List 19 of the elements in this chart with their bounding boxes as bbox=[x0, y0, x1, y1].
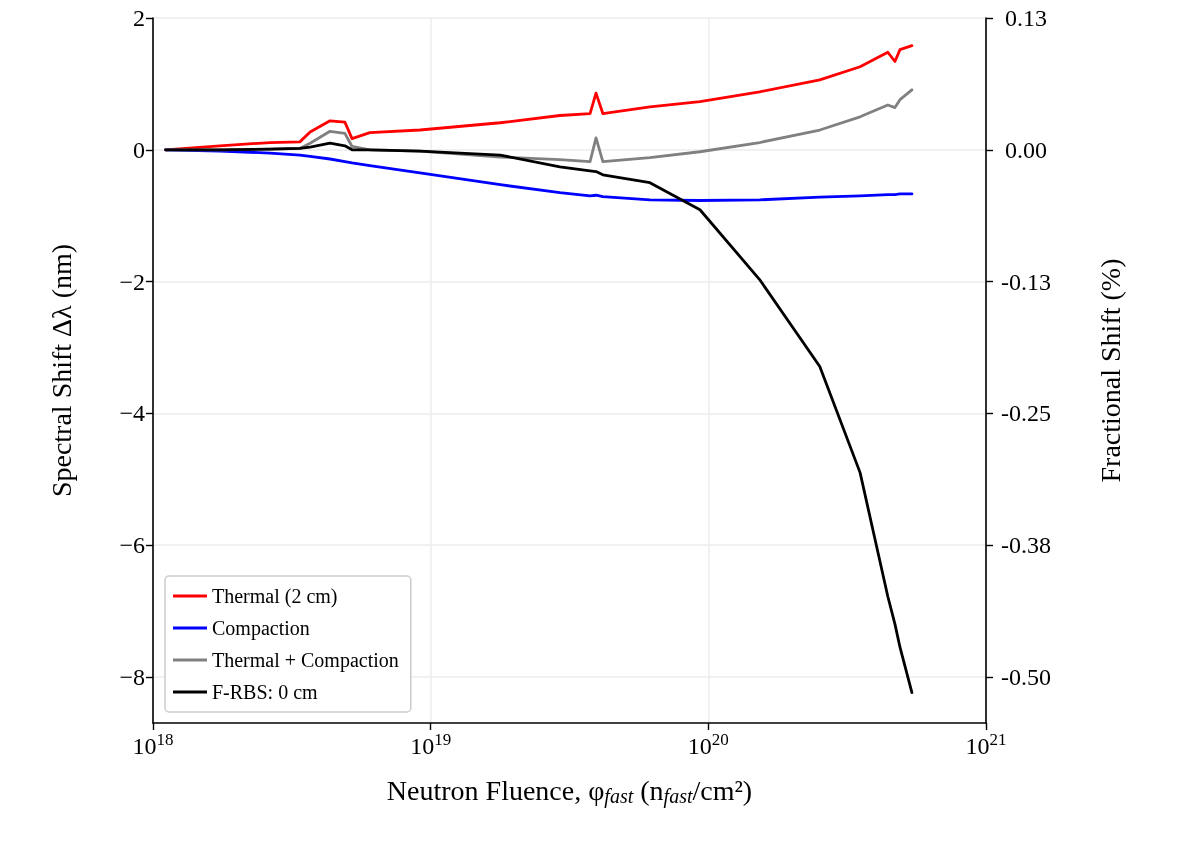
y2-axis-title: Fractional Shift (%) bbox=[1094, 258, 1126, 483]
y-tick-label: −4 bbox=[119, 400, 145, 427]
y2-tick-label: -0.38 bbox=[1001, 532, 1051, 559]
legend-label: Compaction bbox=[212, 617, 310, 640]
y2-tick-label: 0.13 bbox=[1005, 5, 1047, 31]
y2-tick-label: -0.25 bbox=[1001, 400, 1051, 427]
legend-label: F-RBS: 0 cm bbox=[212, 681, 319, 703]
legend-label: Thermal + Compaction bbox=[212, 649, 399, 672]
y-tick-label: 2 bbox=[133, 5, 145, 31]
y-tick-label: 0 bbox=[133, 136, 145, 163]
legend-label: Thermal (2 cm) bbox=[212, 585, 338, 608]
y-tick-label: −2 bbox=[119, 268, 145, 295]
y-tick-label: −6 bbox=[119, 532, 145, 559]
y2-tick-label: 0.00 bbox=[1005, 136, 1047, 163]
y2-tick-label: -0.13 bbox=[1001, 268, 1051, 295]
y2-tick-label: -0.50 bbox=[1001, 663, 1051, 690]
y-tick-label: −8 bbox=[119, 663, 145, 690]
y-axis-title: Spectral Shift Δλ (nm) bbox=[45, 243, 77, 498]
x-axis-title: Neutron Fluence, φfast (nfast/cm²) bbox=[386, 775, 753, 808]
